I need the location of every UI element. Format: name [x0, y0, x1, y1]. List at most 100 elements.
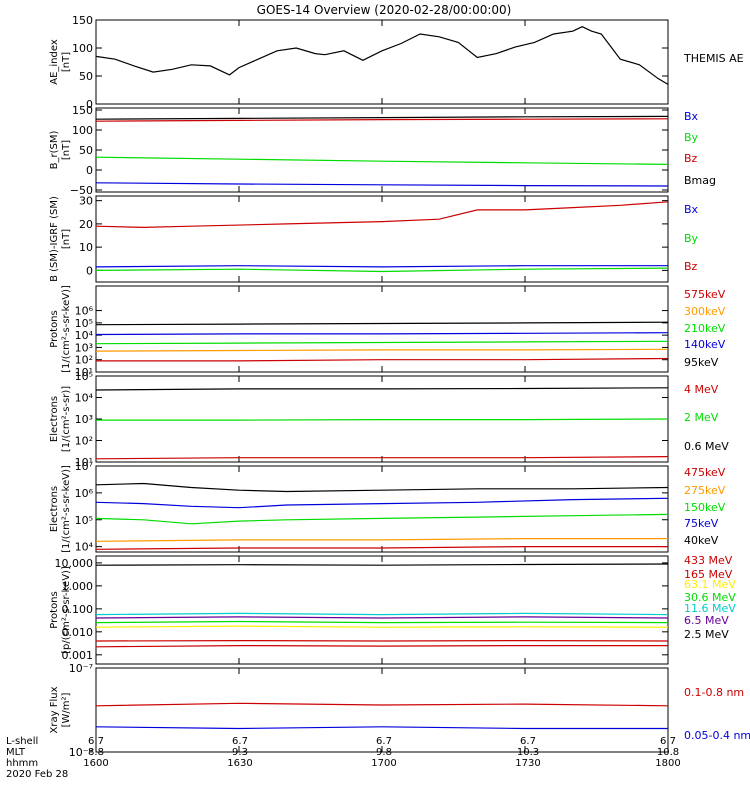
- y-axis-label: Electrons: [49, 486, 60, 532]
- y-tick-label: 10²: [75, 354, 93, 367]
- series-line-by: [95, 156, 669, 165]
- series-line-475kev: [95, 545, 668, 550]
- panel-6: 10⁴ 10⁵ 10⁶ 10⁷ Electrons [1/(cm²-s-sr-keV)] 4…: [49, 460, 726, 554]
- series-line-2-mev: [96, 418, 669, 421]
- footer-hhmm-value: 1800: [655, 758, 680, 769]
- legend-label: Bx: [684, 203, 699, 216]
- y-tick-label: 10³: [75, 413, 93, 426]
- y-tick-label: 10¹: [75, 366, 93, 379]
- legend-label: Bz: [684, 152, 698, 165]
- y-axis-unit: [nT]: [61, 229, 72, 249]
- series-line-by: [95, 267, 669, 273]
- y-tick-label: 10³: [75, 341, 93, 354]
- legend-label: 30.6 MeV: [684, 591, 736, 604]
- y-tick-label: 10¹: [75, 456, 93, 469]
- y-axis-unit: [nT]: [61, 140, 72, 160]
- y-axis-unit: [W/m²]: [61, 692, 72, 727]
- y-axis-unit: [1/(cm²-s-sr-keV)]: [61, 465, 72, 553]
- figure-title: GOES-14 Overview (2020-02-28/00:00:00): [257, 3, 512, 17]
- y-axis-label: Protons: [49, 591, 60, 628]
- series-line-433-mev: [95, 644, 668, 648]
- series-line-0-6-mev: [95, 387, 669, 391]
- footer-row-label: L-shell: [6, 736, 38, 747]
- footer-mlt-value: 10.8: [657, 747, 679, 758]
- y-tick-label: −50: [70, 184, 93, 197]
- legend-label: 4 MeV: [684, 383, 719, 396]
- y-tick-label: 10⁻⁷: [69, 662, 93, 675]
- y-tick-label: 150: [72, 104, 93, 117]
- legend-label: 475keV: [684, 466, 726, 479]
- series-line-0-1-0-8-nm: [95, 702, 669, 707]
- series-line-75kev: [95, 497, 669, 509]
- panel-2: −50 0 50 100 150 B_r(SM) [nT] Bx By Bz Bmag: [49, 104, 716, 197]
- y-tick-label: 10⁴: [75, 392, 94, 405]
- panel-8: 10⁻⁸ 10⁻⁷ Xray Flux [W/m²] 0.1-0.8 nm 0.05-0.…: [49, 662, 750, 759]
- y-tick-label: 10⁵: [75, 370, 93, 383]
- y-tick-label: 100: [72, 42, 93, 55]
- series-line-11-6-mev: [95, 612, 669, 616]
- y-tick-label: 100: [72, 124, 93, 137]
- panel-1: 0 50 100 150 AE_index [nT] THEMIS AE: [49, 14, 744, 111]
- legend-label: 0.6 MeV: [684, 440, 729, 453]
- y-tick-label: 10⁶: [75, 487, 94, 500]
- series-line-575kev: [96, 357, 669, 362]
- footer-row-label: hhmm: [6, 758, 38, 769]
- footer-lshell-value: 6.7: [520, 736, 536, 747]
- series-line-2-5-mev: [95, 563, 669, 566]
- panel-5: 10¹ 10² 10³ 10⁴ 10⁵ Electrons [1/(cm²-s-sr)] 4 …: [49, 370, 729, 469]
- y-tick-label: 10⁵: [75, 514, 93, 527]
- legend-label: 2 MeV: [684, 411, 719, 424]
- series-line-63-1-mev: [95, 625, 669, 628]
- y-axis-label: Electrons: [49, 396, 60, 442]
- footer-hhmm-value: 1730: [515, 758, 540, 769]
- y-tick-label: 30: [79, 195, 93, 208]
- y-tick-label: 50: [79, 144, 93, 157]
- legend-label: 300keV: [684, 305, 726, 318]
- y-tick-label: 0.010: [62, 626, 94, 639]
- series-line-275kev: [95, 537, 668, 542]
- panel-7: 0.001 0.010 0.100 1.000 10.000 Protons [p/(cm²…: [49, 554, 736, 665]
- y-tick-label: 10⁷: [75, 460, 93, 473]
- footer-lshell-value: 6.7: [660, 736, 676, 747]
- legend-label: By: [684, 232, 699, 245]
- y-axis-label: Xray Flux: [49, 686, 60, 733]
- footer-hhmm-value: 1630: [227, 758, 252, 769]
- footer-hhmm-value: 1700: [371, 758, 396, 769]
- y-tick-label: 0.001: [62, 649, 94, 662]
- legend-label: Bmag: [684, 174, 716, 187]
- y-axis-label: Protons: [49, 310, 60, 347]
- y-tick-label: 10.000: [55, 557, 94, 570]
- y-tick-label: 150: [72, 14, 93, 27]
- series-line-bx: [95, 182, 669, 187]
- y-axis-label: B (SM)-IGRF (SM): [49, 196, 60, 282]
- y-tick-label: 10: [79, 241, 93, 254]
- legend-label: THEMIS AE: [683, 52, 744, 65]
- series-line-6-5-mev: [95, 616, 669, 619]
- series-line-themis-ae: [95, 26, 669, 85]
- legend-label: 575keV: [684, 288, 726, 301]
- y-tick-label: 10⁵: [75, 317, 93, 330]
- legend-label: Bx: [684, 110, 699, 123]
- y-axis-label: B_r(SM): [49, 131, 60, 170]
- series-line-30-6-mev: [95, 620, 669, 624]
- y-tick-label: 10⁶: [75, 305, 94, 318]
- panel-3: 0 10 20 30 B (SM)-IGRF (SM) [nT] Bx By Bz: [49, 195, 699, 283]
- series-line-0-05-0-4-nm: [95, 726, 668, 730]
- series-line-bz: [95, 118, 669, 122]
- legend-label: 210keV: [684, 322, 726, 335]
- legend-label: 75keV: [684, 517, 719, 530]
- footer-mlt-value: 9.8: [376, 747, 392, 758]
- y-tick-label: 10⁴: [75, 541, 94, 554]
- legend-label: 140keV: [684, 338, 726, 351]
- footer-lshell-value: 6.7: [88, 736, 104, 747]
- legend-label: 275keV: [684, 484, 726, 497]
- y-tick-label: 50: [79, 70, 93, 83]
- y-tick-label: 10⁻⁸: [69, 746, 94, 759]
- footer-row-label: 2020 Feb 28: [6, 769, 68, 780]
- y-tick-label: 0.100: [62, 603, 94, 616]
- y-tick-label: 0: [86, 264, 93, 277]
